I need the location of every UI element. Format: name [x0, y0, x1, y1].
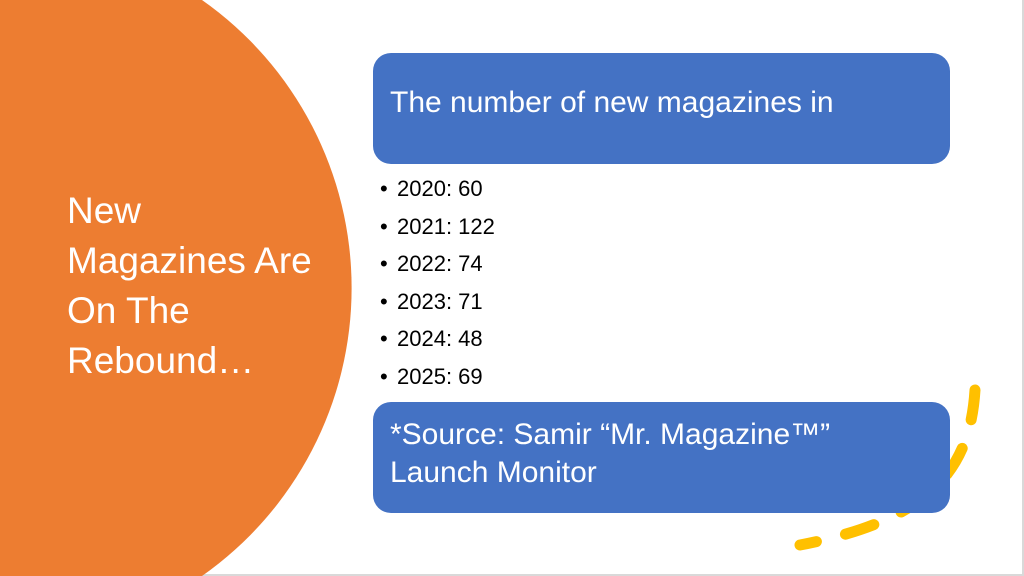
list-item: • 2023: 71	[380, 283, 495, 321]
bullet-icon: •	[380, 176, 388, 201]
list-item-label: 2022: 74	[397, 251, 483, 277]
yellow-dashed-arc	[794, 384, 981, 551]
list-item: • 2022: 74	[380, 245, 495, 283]
source-line-1: *Source: Samir “Mr. Magazine™”	[390, 418, 831, 451]
orange-circle	[0, 0, 352, 576]
bullet-icon: •	[380, 288, 388, 314]
list-item: • 2025: 69	[380, 358, 495, 396]
list-item-label: 2021: 122	[397, 213, 495, 239]
header-box-text: The number of new magazines in	[390, 86, 834, 119]
list-item-label: 2025: 69	[397, 363, 483, 389]
bullet-icon: •	[380, 326, 388, 352]
source-line-2: Launch Monitor	[390, 456, 597, 489]
bullet-icon: •	[380, 213, 388, 239]
source-box: *Source: Samir “Mr. Magazine™” Launch Mo…	[373, 402, 950, 513]
list-item: • 2020: 60	[380, 170, 495, 208]
slide-title: New Magazines Are On The Rebound…	[67, 190, 312, 381]
list-item: • 2024: 48	[380, 320, 495, 358]
header-box: The number of new magazines in	[373, 53, 950, 164]
list-item-label: 2024: 48	[397, 326, 483, 352]
list-item-label: 2020: 60	[397, 176, 483, 201]
list-item: • 2021: 122	[380, 208, 495, 246]
bullet-icon: •	[380, 363, 388, 389]
list-item-label: 2023: 71	[397, 288, 483, 314]
bullet-icon: •	[380, 251, 388, 277]
bullet-list: • 2020: 60 • 2021: 122 • 2022: 74 • 2023: 71…	[380, 170, 495, 396]
